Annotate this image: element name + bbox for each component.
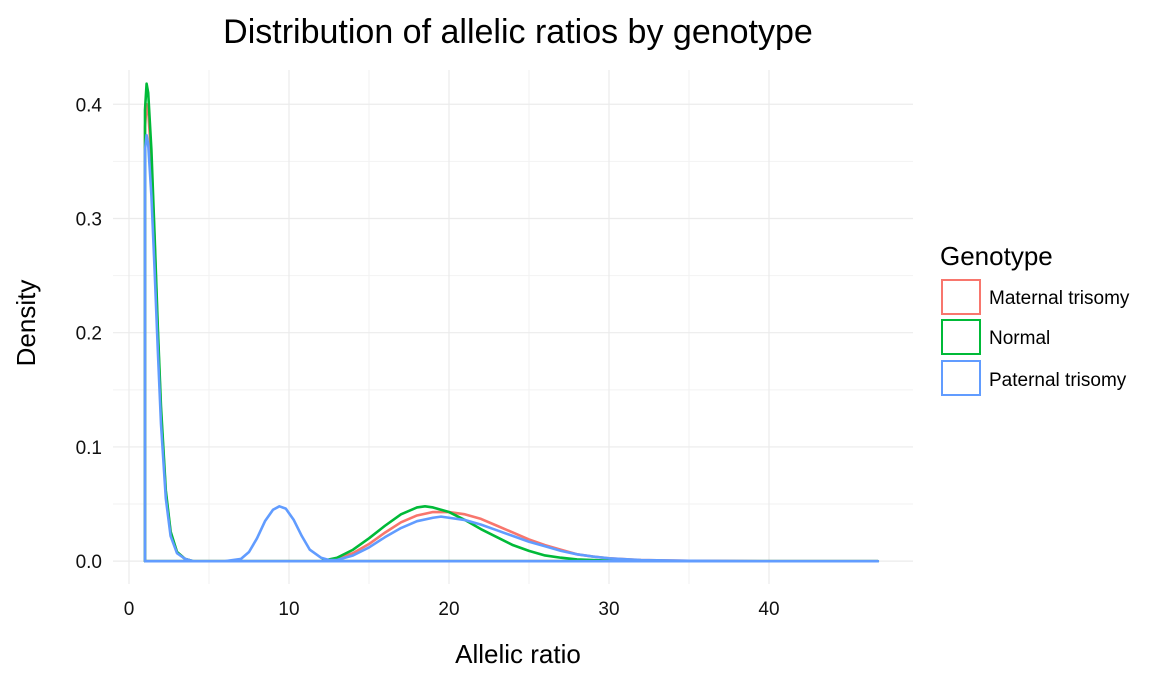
x-tick-label: 20 [438,599,459,620]
legend-title: Genotype [940,241,1053,271]
x-tick-label: 10 [278,599,299,620]
legend-key-paternal-trisomy [941,360,981,396]
y-tick-label: 0.0 [76,552,102,573]
x-axis-title: Allelic ratio [455,639,581,669]
y-tick-label: 0.3 [76,209,102,230]
series-lines [143,82,880,563]
x-tick-label: 0 [124,599,135,620]
x-axis-ticks: 0 10 20 30 40 [124,599,780,620]
y-axis-title: Density [11,280,41,367]
legend-key-maternal-trisomy [941,279,981,315]
legend-key-normal [941,319,981,355]
y-tick-label: 0.4 [76,95,103,116]
legend-label-paternal-trisomy: Paternal trisomy [989,370,1127,391]
x-tick-label: 40 [758,599,779,620]
series-line-paternal-trisomy [143,133,880,563]
legend-label-normal: Normal [989,328,1050,349]
x-tick-label: 30 [598,599,619,620]
legend-label-maternal-trisomy: Maternal trisomy [989,288,1130,309]
chart-title: Distribution of allelic ratios by genoty… [223,13,813,51]
y-tick-label: 0.1 [76,438,102,459]
y-axis-ticks: 0.0 0.1 0.2 0.3 0.4 [76,95,103,573]
y-tick-label: 0.2 [76,324,102,345]
legend: Genotype Maternal trisomy Normal Paterna… [940,241,1130,396]
